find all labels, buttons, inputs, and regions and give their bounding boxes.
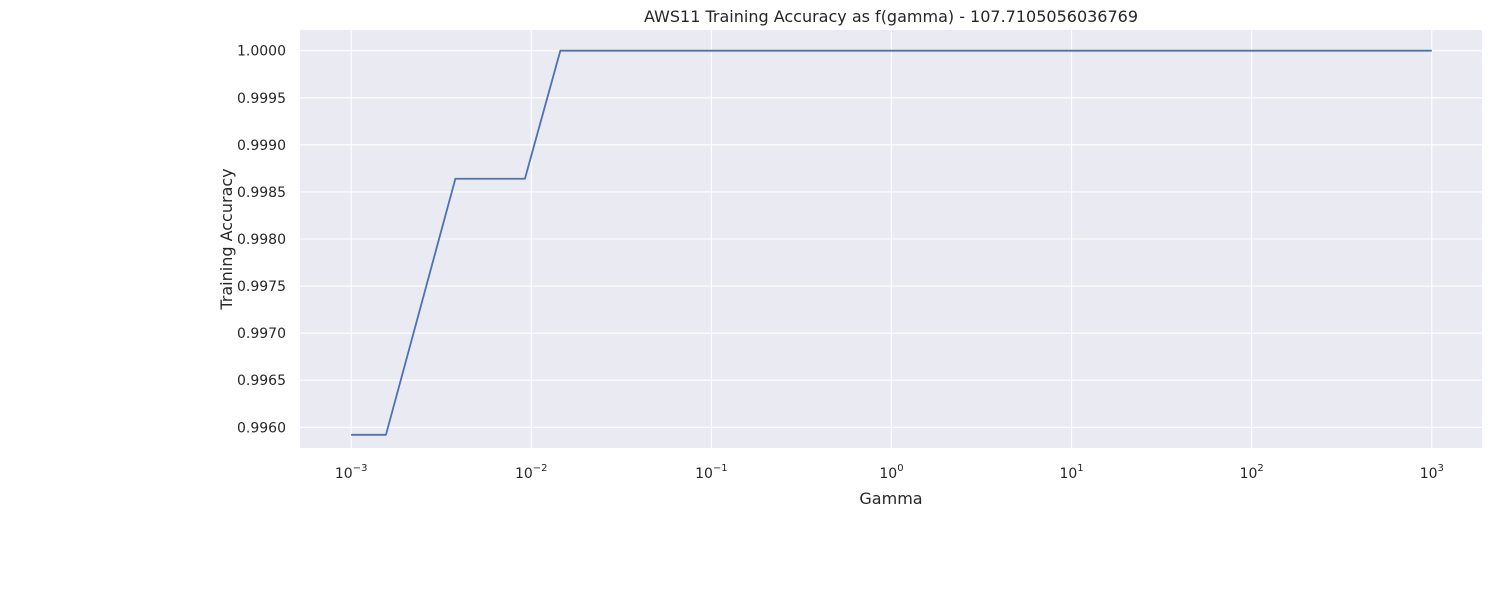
x-tick-label: 101 xyxy=(1059,463,1083,482)
y-tick-label: 0.9980 xyxy=(237,232,286,248)
y-axis-label: Training Accuracy xyxy=(217,168,236,310)
x-tick-label: 10−3 xyxy=(335,463,368,482)
y-tick-labels: 0.9960 0.9965 0.9970 0.9975 0.9980 0.9985 0.99… xyxy=(237,44,286,437)
y-tick-label: 0.9965 xyxy=(237,373,286,389)
y-tick-label: 0.9975 xyxy=(237,279,286,295)
chart-title: AWS11 Training Accuracy as f(gamma) - 10… xyxy=(644,7,1138,26)
x-axis-label: Gamma xyxy=(859,489,922,508)
series-lines xyxy=(351,49,1432,436)
y-tick-label: 1.0000 xyxy=(237,44,286,60)
y-tick-label: 0.9960 xyxy=(237,420,286,436)
x-tick-labels: 10−3 10−2 10−1 100 101 102 103 xyxy=(335,463,1444,482)
y-tick-label: 0.9970 xyxy=(237,326,286,342)
x-tick-label: 10−1 xyxy=(695,463,728,482)
x-tick-label: 100 xyxy=(879,463,903,482)
x-tick-label: 102 xyxy=(1240,463,1264,482)
x-tick-label: 103 xyxy=(1420,463,1444,482)
y-tick-label: 0.9995 xyxy=(237,91,286,107)
grid-lines xyxy=(300,30,1482,448)
series-line xyxy=(351,49,1432,436)
x-tick-label: 10−2 xyxy=(515,463,548,482)
y-tick-label: 0.9985 xyxy=(237,185,286,201)
y-tick-label: 0.9990 xyxy=(237,138,286,154)
